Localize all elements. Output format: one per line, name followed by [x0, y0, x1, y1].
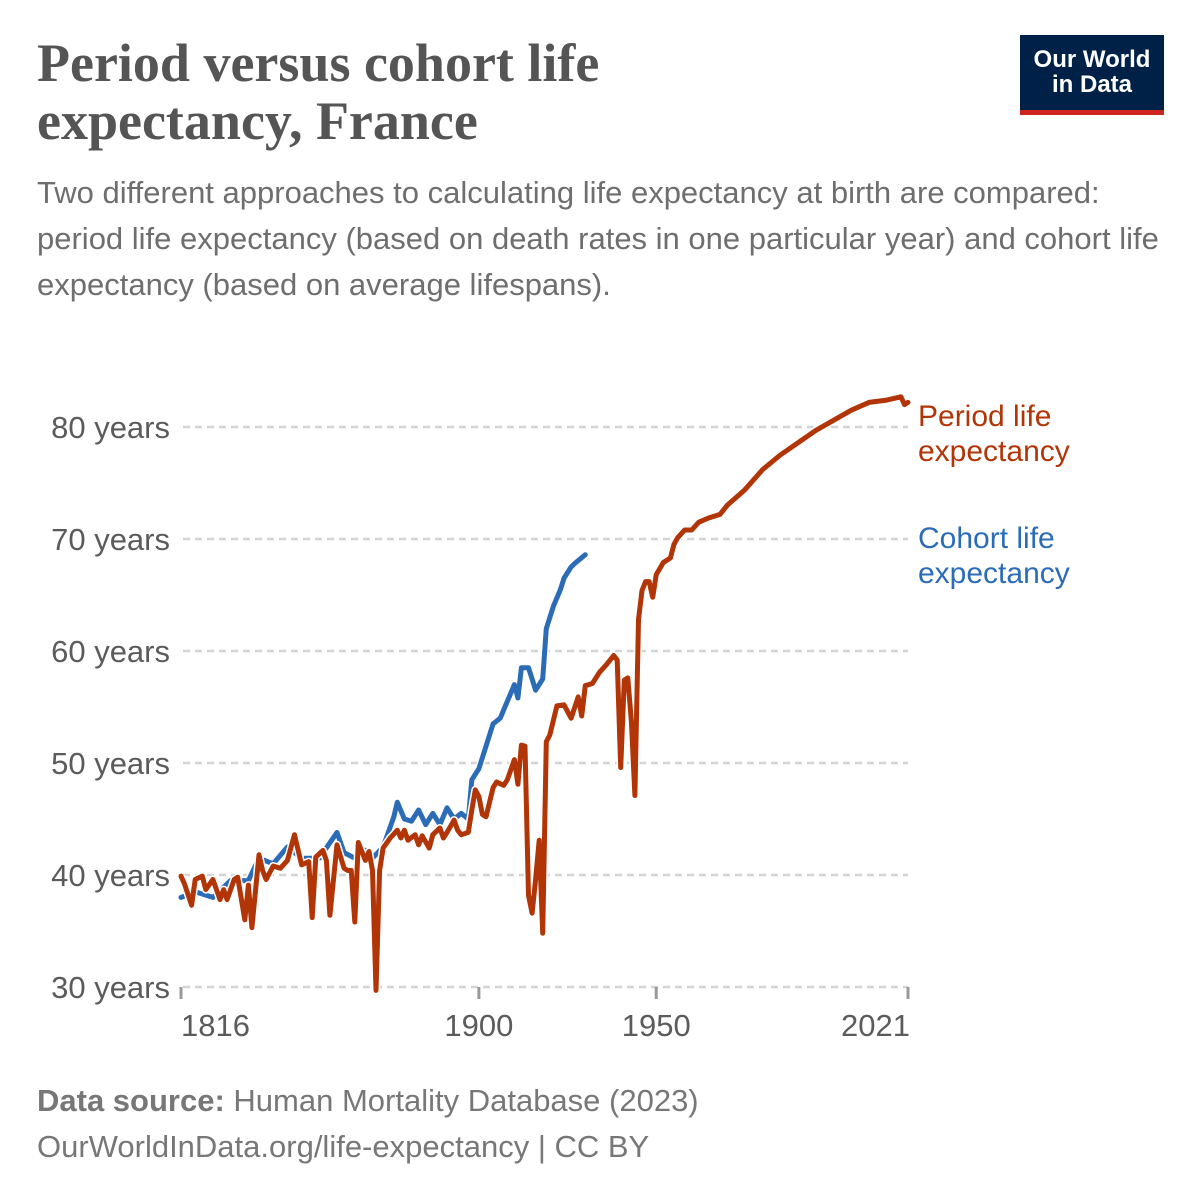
y-tick-label: 40 years [51, 858, 170, 893]
y-tick-label: 30 years [51, 970, 170, 1005]
x-tick-label: 1950 [622, 1008, 691, 1043]
logo-line-2: in Data [1051, 71, 1132, 98]
x-tick-label: 1816 [181, 1008, 250, 1043]
y-tick-label: 70 years [51, 522, 170, 557]
logo-line-1: Our World [1033, 46, 1151, 73]
y-tick-label: 50 years [51, 746, 170, 781]
x-tick-label: 1900 [444, 1008, 513, 1043]
period-life-expectancy-line [178, 394, 911, 993]
footer: Data source: Human Mortality Database (2… [37, 1078, 699, 1170]
chart-subtitle: Two different approaches to calculating … [37, 175, 1159, 302]
y-tick-label: 60 years [51, 634, 170, 669]
source-label: Data source: [37, 1083, 225, 1118]
label-period-1: Period life [918, 400, 1051, 433]
source-line: Data source: Human Mortality Database (2… [37, 1078, 699, 1124]
owid-logo[interactable]: Our World in Data [1020, 35, 1164, 115]
y-tick-label: 80 years [51, 410, 170, 445]
x-tick-label: 2021 [841, 1008, 910, 1043]
label-cohort-1: Cohort life [918, 522, 1055, 555]
chart-title: Period versus cohort life expectancy, Fr… [37, 33, 600, 151]
url-line[interactable]: OurWorldInData.org/life-expectancy | CC … [37, 1129, 650, 1164]
label-period-2: expectancy [918, 435, 1070, 468]
source-text: Human Mortality Database (2023) [233, 1083, 699, 1118]
line-chart: 30 years 40 years 50 years 60 years 70 years… [51, 392, 1070, 1043]
label-cohort-2: expectancy [918, 557, 1070, 590]
